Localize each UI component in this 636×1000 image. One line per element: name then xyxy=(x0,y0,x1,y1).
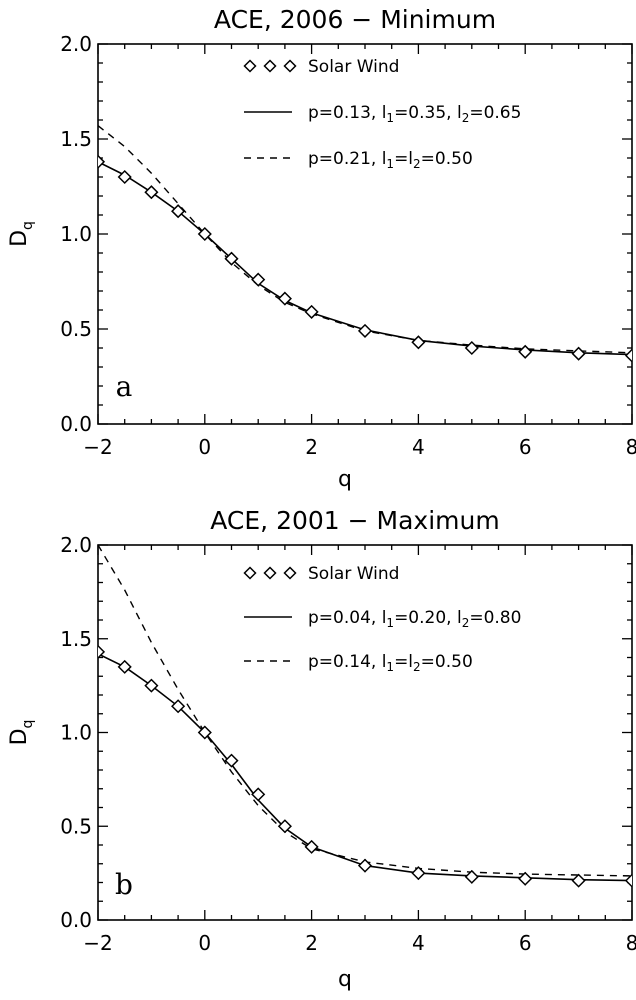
y-tick-label: 1.0 xyxy=(60,721,92,745)
legend-label: Solar Wind xyxy=(308,564,399,584)
legend-label: Solar Wind xyxy=(308,57,399,77)
legend-label: p=0.21, l1=l2=0.50 xyxy=(308,149,473,171)
legend-diamond-marker xyxy=(283,566,297,580)
data-point xyxy=(197,226,212,242)
legend-diamond-marker xyxy=(243,566,257,580)
legend-label: p=0.13, l1=0.35, l2=0.65 xyxy=(308,103,521,125)
data-point xyxy=(464,340,479,356)
chart-panel-b: ACE, 2001 − Maximum −2 0 2 4 6 8 0.0 0.5 1.0 1.5 2.… xyxy=(7,506,636,992)
x-tick-label: 0 xyxy=(198,931,211,955)
data-point xyxy=(624,873,632,888)
y-tick-label: 1.5 xyxy=(60,127,92,151)
legend-label: p=0.14, l1=l2=0.50 xyxy=(308,652,473,674)
chart-panel-a: ACE, 2006 − Minimum −2 0 2 4 6 8 0.0 0.5 1.0 1.5 2.… xyxy=(7,5,636,492)
y-axis-label: Dq xyxy=(7,221,36,247)
data-point xyxy=(277,291,292,306)
x-tick-label: 8 xyxy=(626,435,636,459)
legend-diamond-marker xyxy=(263,566,277,580)
y-tick-label: 2.0 xyxy=(60,533,92,557)
data-point xyxy=(117,659,132,674)
y-tick-label: 0.0 xyxy=(60,908,92,932)
x-axis-label: q xyxy=(338,467,352,492)
y-tick-label: 0.0 xyxy=(60,412,92,436)
x-tick-label: 4 xyxy=(412,931,425,955)
data-point xyxy=(224,251,239,266)
data-point xyxy=(571,346,586,361)
data-point xyxy=(144,185,159,200)
legend-diamond-marker xyxy=(283,59,297,73)
data-point xyxy=(411,866,426,881)
data-point xyxy=(304,304,319,319)
plot-frame xyxy=(97,43,633,425)
chart-title: ACE, 2001 − Maximum xyxy=(210,506,499,535)
x-tick-label: 0 xyxy=(198,435,211,459)
data-point xyxy=(304,839,319,854)
y-axis-label-main: D xyxy=(7,728,32,745)
x-tick-label: 2 xyxy=(305,435,318,459)
data-point xyxy=(171,699,186,714)
x-tick-label: 6 xyxy=(519,435,532,459)
x-tick-label: 2 xyxy=(305,931,318,955)
data-point xyxy=(411,335,426,350)
data-point xyxy=(171,204,186,219)
chart-title: ACE, 2006 − Minimum xyxy=(214,5,496,34)
data-point xyxy=(518,344,533,359)
data-point xyxy=(277,819,292,834)
y-axis-label-sub: q xyxy=(20,221,36,230)
panel-label: a xyxy=(116,370,133,403)
y-axis-label-sub: q xyxy=(20,720,36,729)
y-axis-label-main: D xyxy=(7,230,32,247)
dashed-model-line xyxy=(98,125,632,354)
x-tick-label: −2 xyxy=(83,931,112,955)
x-axis-label: q xyxy=(338,967,352,992)
data-point xyxy=(357,323,373,338)
y-tick-label: 1.5 xyxy=(60,627,92,651)
x-tick-label: 8 xyxy=(626,931,636,955)
data-point xyxy=(357,858,373,873)
y-tick-label: 0.5 xyxy=(60,317,92,341)
legend-diamond-marker xyxy=(243,59,257,73)
data-point xyxy=(98,644,106,659)
y-tick-label: 1.0 xyxy=(60,222,92,246)
panel-label: b xyxy=(115,868,133,901)
y-tick-label: 2.0 xyxy=(60,32,92,56)
data-point xyxy=(571,873,586,888)
solid-model-line xyxy=(98,653,632,882)
plot-area xyxy=(98,125,632,363)
plot-area xyxy=(98,545,632,888)
data-point xyxy=(251,272,266,287)
data-point xyxy=(98,154,106,169)
data-point xyxy=(624,348,632,363)
data-point xyxy=(518,871,533,886)
x-tick-label: −2 xyxy=(83,435,112,459)
data-point xyxy=(117,169,132,185)
legend-label: p=0.04, l1=0.20, l2=0.80 xyxy=(308,608,521,630)
data-point xyxy=(464,869,479,884)
x-tick-label: 4 xyxy=(412,435,425,459)
data-point xyxy=(197,725,212,740)
data-point xyxy=(251,787,266,802)
data-point xyxy=(224,753,239,768)
y-tick-label: 0.5 xyxy=(60,814,92,838)
y-axis-label: Dq xyxy=(7,720,36,746)
data-point xyxy=(144,678,159,693)
x-tick-label: 6 xyxy=(519,931,532,955)
legend-diamond-marker xyxy=(263,59,277,73)
